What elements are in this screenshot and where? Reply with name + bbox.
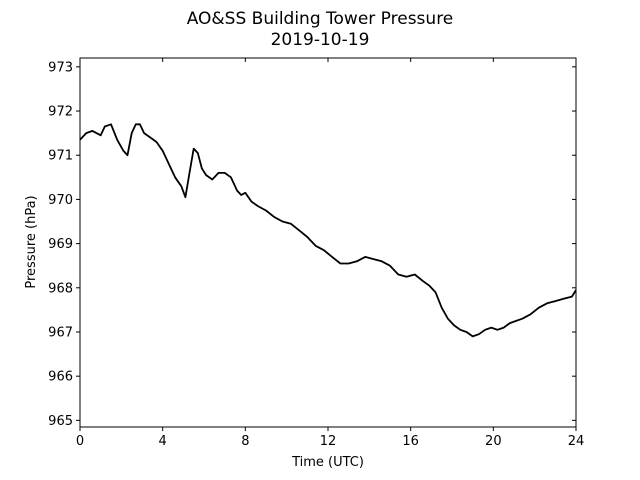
y-tick-label: 965 bbox=[48, 414, 73, 429]
y-tick-label: 968 bbox=[48, 281, 73, 296]
x-tick-label: 4 bbox=[159, 434, 167, 449]
x-tick-label: 16 bbox=[402, 434, 419, 449]
x-tick-label: 24 bbox=[568, 434, 585, 449]
x-axis-ticks: 0 4 8 12 16 20 24 bbox=[76, 58, 584, 449]
x-axis-label: Time (UTC) bbox=[291, 455, 364, 470]
chart-title: AO&SS Building Tower Pressure bbox=[187, 9, 454, 29]
y-tick-label: 967 bbox=[48, 325, 73, 340]
x-tick-label: 0 bbox=[76, 434, 84, 449]
pressure-series-line bbox=[79, 123, 577, 338]
y-axis-ticks: 965 966 967 968 969 970 971 972 973 bbox=[48, 60, 576, 429]
y-axis-label: Pressure (hPa) bbox=[24, 195, 39, 288]
x-tick-label: 20 bbox=[485, 434, 502, 449]
chart-subtitle: 2019-10-19 bbox=[271, 30, 370, 50]
y-tick-label: 972 bbox=[48, 105, 73, 120]
y-tick-label: 966 bbox=[48, 370, 73, 385]
y-tick-label: 971 bbox=[48, 149, 73, 164]
y-tick-label: 973 bbox=[48, 60, 73, 75]
y-tick-label: 970 bbox=[48, 193, 73, 208]
x-tick-label: 12 bbox=[320, 434, 337, 449]
plot-frame bbox=[79, 57, 577, 428]
x-tick-label: 8 bbox=[241, 434, 249, 449]
y-tick-label: 969 bbox=[48, 237, 73, 252]
